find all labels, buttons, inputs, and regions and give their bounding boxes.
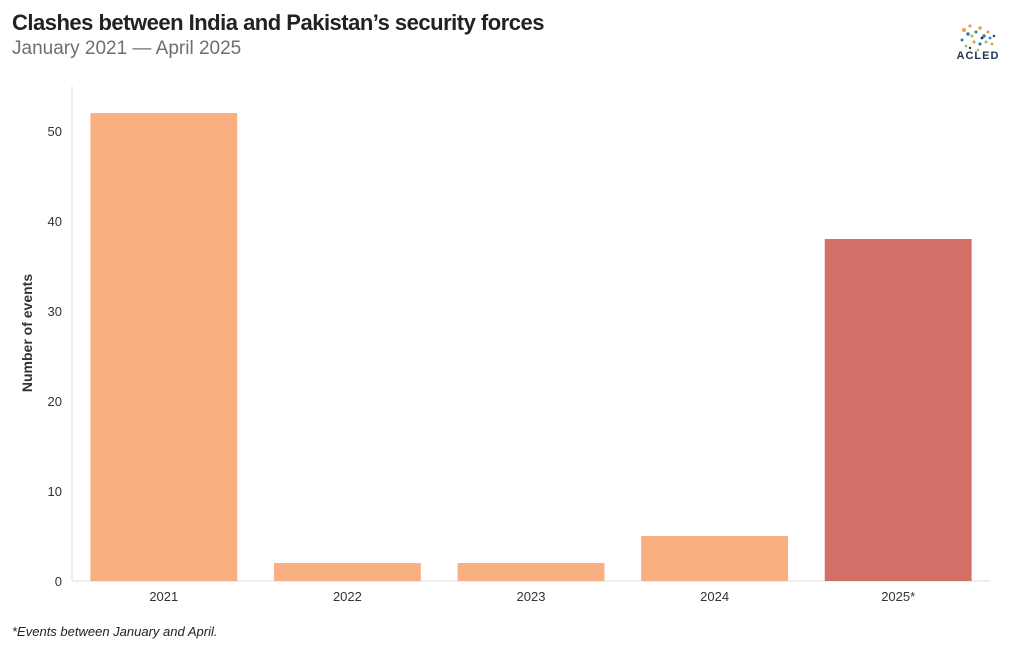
y-tick-label: 40 [48, 214, 62, 229]
bar-2025-partial [824, 239, 972, 581]
x-tick-label: 2023 [517, 589, 546, 604]
y-tick-label: 30 [48, 304, 62, 319]
y-tick-label: 0 [55, 574, 62, 589]
bar-2021 [90, 113, 238, 581]
x-tick-label: 2021 [149, 589, 178, 604]
logo-label: ACLED [956, 50, 1000, 62]
x-tick-label: 2024 [700, 589, 729, 604]
y-tick-label: 50 [48, 124, 62, 139]
plot-area: 0 10 20 30 40 50 2021 2022 2023 2024 2025* [48, 86, 990, 604]
bar-chart: Number of events 0 10 20 30 40 50 2021 2022 2023… [19, 86, 990, 604]
x-tick-label: 2025* [881, 589, 915, 604]
x-tick-label: 2022 [333, 589, 362, 604]
acled-logo-icon [960, 24, 996, 52]
bar-2022 [273, 563, 421, 581]
chart-subtitle: January 2021 — April 2025 [12, 38, 242, 59]
chart-title: Clashes between India and Pakistan’s sec… [12, 10, 544, 35]
y-tick-label: 10 [48, 484, 62, 499]
y-axis-label: Number of events [19, 274, 35, 392]
footnote: *Events between January and April. [12, 624, 218, 639]
y-tick-label: 20 [48, 394, 62, 409]
bar-2024 [641, 536, 789, 581]
bar-2023 [457, 563, 605, 581]
